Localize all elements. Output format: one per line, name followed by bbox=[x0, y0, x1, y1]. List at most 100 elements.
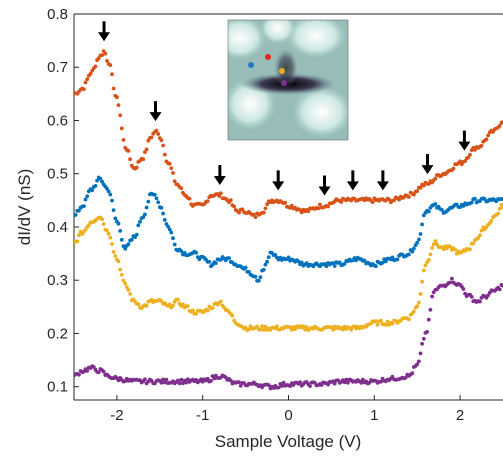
data-point bbox=[83, 80, 88, 85]
data-point bbox=[136, 302, 141, 307]
data-point bbox=[478, 233, 482, 238]
data-point bbox=[129, 237, 134, 242]
data-point bbox=[126, 288, 131, 292]
data-point bbox=[143, 377, 147, 382]
data-point bbox=[418, 232, 423, 236]
y-axis-label: dI/dV (nS) bbox=[15, 169, 34, 246]
data-point bbox=[171, 171, 175, 175]
data-point bbox=[385, 319, 390, 324]
data-point bbox=[128, 292, 133, 296]
data-point bbox=[374, 319, 378, 323]
data-point bbox=[162, 380, 167, 385]
data-point bbox=[390, 255, 395, 260]
data-point bbox=[179, 186, 184, 191]
data-point bbox=[214, 261, 218, 265]
data-point bbox=[375, 322, 380, 327]
data-point bbox=[346, 380, 350, 385]
data-point bbox=[362, 258, 367, 263]
data-point bbox=[453, 247, 458, 252]
data-point bbox=[110, 198, 114, 203]
data-point bbox=[238, 383, 243, 388]
data-point bbox=[412, 309, 416, 314]
data-point bbox=[237, 380, 241, 384]
data-point bbox=[296, 259, 301, 264]
data-point bbox=[228, 198, 233, 203]
data-point bbox=[83, 197, 88, 202]
data-point bbox=[304, 261, 309, 265]
data-point bbox=[88, 71, 93, 76]
data-point bbox=[108, 192, 113, 197]
data-point bbox=[83, 227, 88, 232]
inset-marker bbox=[281, 80, 287, 86]
data-point bbox=[185, 304, 190, 308]
data-point bbox=[426, 258, 431, 262]
data-point bbox=[390, 321, 395, 326]
data-point bbox=[367, 380, 372, 385]
data-point bbox=[466, 155, 471, 160]
y-tick-label: 0.1 bbox=[47, 379, 68, 396]
data-point bbox=[450, 276, 454, 281]
data-point bbox=[354, 258, 358, 263]
data-point bbox=[218, 257, 223, 262]
data-point bbox=[339, 200, 344, 204]
y-tick-label: 0.6 bbox=[47, 112, 68, 129]
data-point bbox=[237, 210, 241, 215]
data-point bbox=[110, 72, 114, 77]
inset-stm-image bbox=[227, 19, 349, 141]
data-point bbox=[116, 221, 121, 226]
data-point bbox=[301, 324, 306, 329]
data-point bbox=[212, 376, 217, 381]
axes: -2 -1 0 1 2 0.1 0.2 0.3 0.4 0.5 0.6 0.7 0.8 bbox=[47, 6, 503, 424]
data-point bbox=[190, 308, 195, 313]
x-axis-label: Sample Voltage (V) bbox=[215, 432, 361, 451]
data-point bbox=[433, 202, 438, 206]
data-point bbox=[106, 189, 111, 194]
data-point bbox=[469, 295, 474, 299]
peak-arrow bbox=[272, 170, 285, 191]
data-point bbox=[218, 299, 223, 304]
data-point bbox=[161, 377, 166, 382]
data-point bbox=[179, 377, 184, 382]
data-point bbox=[263, 262, 268, 267]
data-point bbox=[473, 148, 477, 152]
data-point bbox=[468, 152, 472, 157]
data-point bbox=[85, 77, 90, 82]
data-point bbox=[331, 261, 335, 265]
data-point bbox=[479, 143, 484, 148]
data-point bbox=[91, 365, 96, 369]
data-point bbox=[169, 166, 174, 171]
data-point bbox=[96, 56, 101, 61]
data-point bbox=[119, 272, 124, 277]
data-point bbox=[111, 86, 116, 91]
data-point bbox=[425, 330, 429, 334]
data-point bbox=[415, 240, 420, 245]
inset-bright-lobe bbox=[260, 20, 296, 44]
data-point bbox=[370, 200, 375, 205]
series-0 bbox=[74, 49, 503, 220]
inset-marker bbox=[279, 68, 285, 74]
arrow-layer bbox=[98, 21, 471, 196]
data-point bbox=[105, 59, 109, 63]
data-point bbox=[134, 232, 139, 237]
data-point bbox=[299, 260, 304, 265]
data-point bbox=[332, 381, 337, 386]
data-point bbox=[428, 307, 433, 312]
data-point bbox=[479, 228, 484, 233]
data-point bbox=[281, 380, 286, 385]
inset-border bbox=[227, 19, 349, 141]
inset-bright-lobe bbox=[286, 20, 346, 58]
data-point bbox=[101, 222, 106, 227]
data-point bbox=[74, 213, 78, 217]
data-point bbox=[331, 327, 335, 332]
data-point bbox=[412, 246, 416, 251]
data-point bbox=[253, 274, 258, 279]
data-point bbox=[258, 275, 263, 280]
data-point bbox=[159, 205, 164, 210]
data-point bbox=[75, 239, 80, 244]
data-point bbox=[96, 370, 101, 375]
data-point bbox=[288, 384, 292, 388]
inset-bright-lobe bbox=[292, 86, 348, 138]
data-point bbox=[228, 378, 233, 383]
data-point bbox=[123, 281, 128, 286]
data-point bbox=[359, 381, 363, 385]
